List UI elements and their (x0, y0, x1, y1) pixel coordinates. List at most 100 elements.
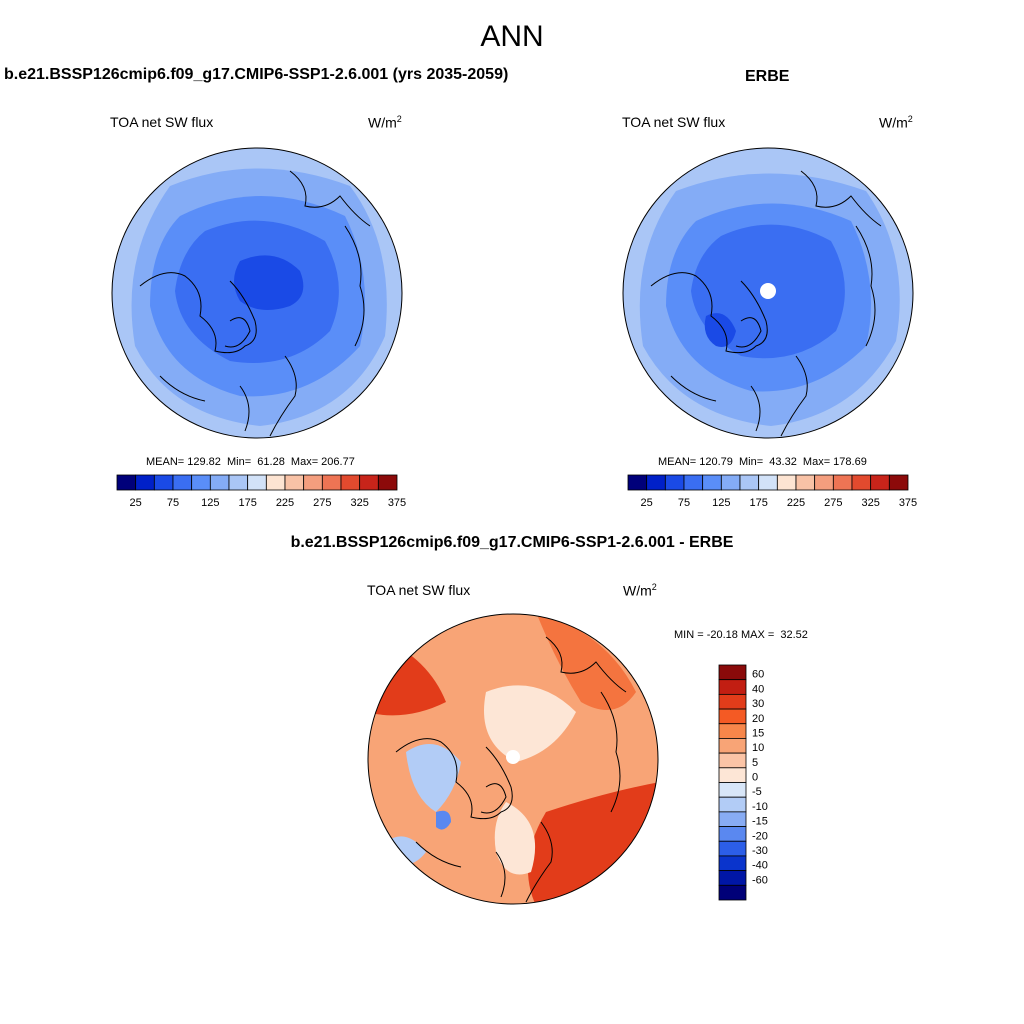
colorbar-swatch (795, 474, 816, 491)
panel-obs-units: W/m2 (879, 114, 913, 131)
colorbar-swatch (888, 474, 909, 491)
panel-obs-stats: MEAN= 120.79 Min= 43.32 Max= 178.69 (658, 456, 867, 468)
colorbar-obs: 25 75 125 175 225 275 325 375 (627, 474, 917, 509)
colorbar-swatch (359, 474, 379, 491)
colorbar-swatch (720, 474, 741, 491)
colorbar-swatch (303, 474, 323, 491)
colorbar-tick-label: 60 (752, 669, 764, 681)
colorbar-swatch (191, 474, 211, 491)
colorbar-tick-label: -5 (752, 786, 762, 798)
colorbar-tick-label: 75 (167, 497, 179, 509)
colorbar-swatch (718, 723, 747, 739)
colorbar-tick-label: 5 (752, 757, 758, 769)
colorbar-tick-label: -20 (752, 830, 768, 842)
panel-diff-units: W/m2 (623, 582, 657, 599)
colorbar-tick-label: 20 (752, 713, 764, 725)
map-diff (367, 613, 659, 905)
panel-model-stats: MEAN= 129.82 Min= 61.28 Max= 206.77 (146, 456, 355, 468)
colorbar-swatch (851, 474, 872, 491)
map-field-light (494, 802, 536, 875)
colorbar-swatch (209, 474, 230, 491)
colorbar-tick-label: 125 (201, 497, 219, 509)
colorbar-swatch (870, 474, 890, 491)
colorbar-model: 25 75 125 175 225 275 325 375 (116, 474, 406, 509)
units-exponent: 2 (651, 582, 657, 592)
coastlines (650, 170, 882, 437)
colorbar-tick-label: 25 (130, 497, 142, 509)
map-field-blue (436, 810, 451, 830)
panel-diff-variable: TOA net SW flux (367, 582, 471, 598)
colorbar-swatch (718, 708, 747, 725)
colorbar-swatch (718, 679, 747, 695)
units-exponent: 2 (907, 114, 913, 124)
units-base: W/m (623, 582, 652, 599)
colorbar-tick-label: 175 (238, 497, 256, 509)
colorbar-tick-label: 325 (350, 497, 368, 509)
colorbar-swatch (718, 693, 747, 710)
colorbar-tick-label: 175 (749, 497, 767, 509)
map-border (367, 613, 659, 905)
colorbar-swatch (718, 826, 747, 842)
map-field-light (484, 685, 576, 762)
map-model (111, 147, 403, 439)
panel-diff-stats: MIN = -20.18 MAX = 32.52 (674, 629, 808, 641)
colorbar-swatch (718, 811, 747, 827)
colorbar-swatch (284, 474, 305, 491)
colorbar-tick-label: 30 (752, 698, 764, 710)
colorbar-tick-label: 0 (752, 772, 758, 784)
map-field-cool (406, 744, 461, 812)
map-border (622, 147, 914, 439)
colorbar-swatch (340, 474, 361, 491)
colorbar-tick-label: 375 (899, 497, 917, 509)
colorbar-swatch (377, 474, 398, 491)
colorbar-swatch (321, 474, 342, 491)
colorbar-swatch (718, 855, 747, 872)
panel-model-case-title: b.e21.BSSP126cmip6.f09_g17.CMIP6-SSP1-2.… (4, 66, 509, 83)
colorbar-tick-label: -40 (752, 860, 768, 872)
panel-obs-variable: TOA net SW flux (622, 114, 726, 130)
colorbar-tick-label: -60 (752, 874, 768, 886)
panel-diff-case-title: b.e21.BSSP126cmip6.f09_g17.CMIP6-SSP1-2.… (290, 534, 734, 551)
units-base: W/m (368, 114, 397, 131)
units-base: W/m (879, 114, 908, 131)
map-obs (622, 147, 914, 439)
colorbar-swatch (718, 870, 747, 886)
pole-hole (760, 283, 776, 299)
map-field-core (234, 255, 304, 310)
colorbar-swatch (718, 840, 747, 857)
colorbar-swatch (228, 474, 249, 491)
colorbar-tick-label: 75 (678, 497, 690, 509)
colorbar-tick-label: 125 (712, 497, 730, 509)
colorbar-swatch (718, 782, 747, 798)
colorbar-swatch (702, 474, 722, 491)
colorbar-tick-label: -15 (752, 816, 768, 828)
colorbar-tick-label: 15 (752, 727, 764, 739)
colorbar-diff: 60 40 30 20 15 10 5 0 -5 -10 -15 -20 -30 -40 -60 (718, 664, 768, 901)
colorbar-tick-label: -30 (752, 845, 768, 857)
colorbar-tick-label: 275 (824, 497, 842, 509)
colorbar-tick-label: 325 (861, 497, 879, 509)
colorbar-swatch (758, 474, 778, 491)
colorbar-tick-label: 375 (388, 497, 406, 509)
colorbar-swatch (739, 474, 760, 491)
colorbar-swatch (718, 738, 747, 754)
colorbar-swatch (718, 884, 747, 901)
colorbar-tick-label: 275 (313, 497, 331, 509)
colorbar-swatch (718, 796, 747, 813)
colorbar-swatch (776, 474, 797, 491)
panel-model-variable: TOA net SW flux (110, 114, 214, 130)
pole-hole (506, 750, 520, 764)
map-field-core (704, 313, 736, 347)
colorbar-swatch (683, 474, 704, 491)
colorbar-tick-label: -10 (752, 801, 768, 813)
units-exponent: 2 (396, 114, 402, 124)
colorbar-swatch (646, 474, 666, 491)
map-border (111, 147, 403, 439)
colorbar-tick-label: 25 (641, 497, 653, 509)
colorbar-swatch (664, 474, 685, 491)
colorbar-tick-label: 225 (276, 497, 294, 509)
colorbar-tick-label: 10 (752, 742, 764, 754)
panel-model-units: W/m2 (368, 114, 402, 131)
coastlines (139, 170, 371, 437)
colorbar-tick-label: 40 (752, 683, 764, 695)
